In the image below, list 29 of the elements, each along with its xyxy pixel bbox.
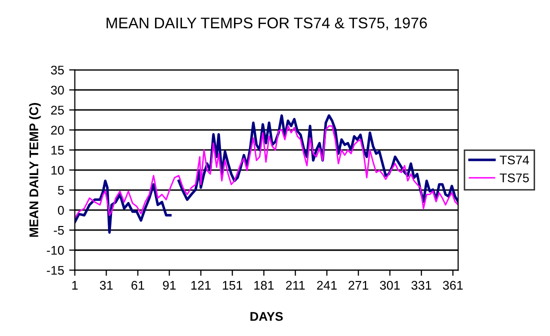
y-tick-label: 0: [58, 206, 64, 215]
y-tick-label: 30: [50, 86, 64, 95]
y-axis-title: MEAN DAILY TEMP (C): [29, 103, 41, 237]
x-tick-label: 91: [162, 280, 176, 290]
y-tick-label: 10: [51, 166, 64, 175]
y-tick-label: 25: [51, 106, 64, 115]
x-tick-label: 121: [191, 280, 211, 290]
y-tick-label: 15: [51, 146, 64, 155]
x-tick-label: 61: [132, 280, 144, 290]
x-tick-label: 151: [222, 281, 242, 290]
legend-label: TS75: [500, 173, 529, 182]
x-tick-label: 1: [72, 281, 78, 290]
x-tick-label: 181: [254, 280, 274, 290]
y-tick-label: 20: [51, 126, 64, 135]
x-tick-label: 331: [411, 280, 432, 290]
legend-label: TS74: [500, 156, 529, 164]
y-tick-label: -15: [46, 266, 64, 275]
y-tick-label: 5: [58, 186, 64, 195]
y-tick-label: -5: [54, 226, 64, 235]
y-tick-label: 35: [50, 66, 64, 75]
x-tick-label: 211: [286, 280, 305, 290]
y-tick-label: -10: [46, 246, 64, 255]
x-axis-title: DAYS: [250, 312, 283, 321]
x-tick-label: 271: [348, 280, 368, 290]
x-tick-label: 361: [442, 280, 463, 290]
x-tick-label: 301: [380, 280, 400, 290]
x-tick-label: 241: [317, 280, 337, 290]
x-tick-label: 31: [100, 280, 113, 290]
chart-title: MEAN DAILY TEMPS FOR TS74 & TS75, 1976: [106, 18, 427, 30]
